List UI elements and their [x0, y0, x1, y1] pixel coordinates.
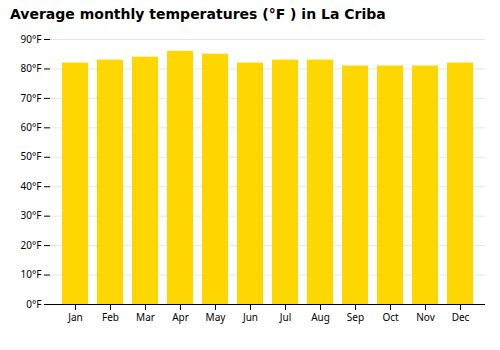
svg-text:Jul: Jul	[279, 310, 292, 324]
svg-text:Jun: Jun	[242, 310, 258, 324]
svg-text:30°F: 30°F	[21, 208, 42, 222]
svg-text:10°F: 10°F	[21, 267, 42, 281]
svg-text:60°F: 60°F	[21, 120, 42, 134]
svg-text:May: May	[206, 310, 227, 324]
svg-text:Mar: Mar	[136, 310, 155, 324]
svg-text:Aug: Aug	[311, 310, 330, 324]
svg-text:50°F: 50°F	[21, 149, 42, 163]
svg-text:Dec: Dec	[452, 310, 470, 324]
svg-text:Oct: Oct	[382, 310, 399, 324]
svg-text:70°F: 70°F	[21, 91, 42, 105]
svg-text:0°F: 0°F	[26, 297, 41, 311]
html-text:Average monthly temperatures (: Average monthly temperatures (°F ) in La…	[10, 6, 386, 22]
svg-text:20°F: 20°F	[21, 238, 42, 252]
svg-text:Nov: Nov	[416, 310, 435, 324]
svg-text:40°F: 40°F	[21, 179, 42, 193]
svg-text:Feb: Feb	[102, 310, 119, 324]
svg-text:90°F: 90°F	[21, 32, 42, 46]
svg-text:Sep: Sep	[347, 310, 364, 324]
svg-text:Apr: Apr	[172, 310, 189, 324]
svg-text:Jan: Jan	[67, 310, 83, 324]
svg-text:80°F: 80°F	[21, 61, 42, 75]
